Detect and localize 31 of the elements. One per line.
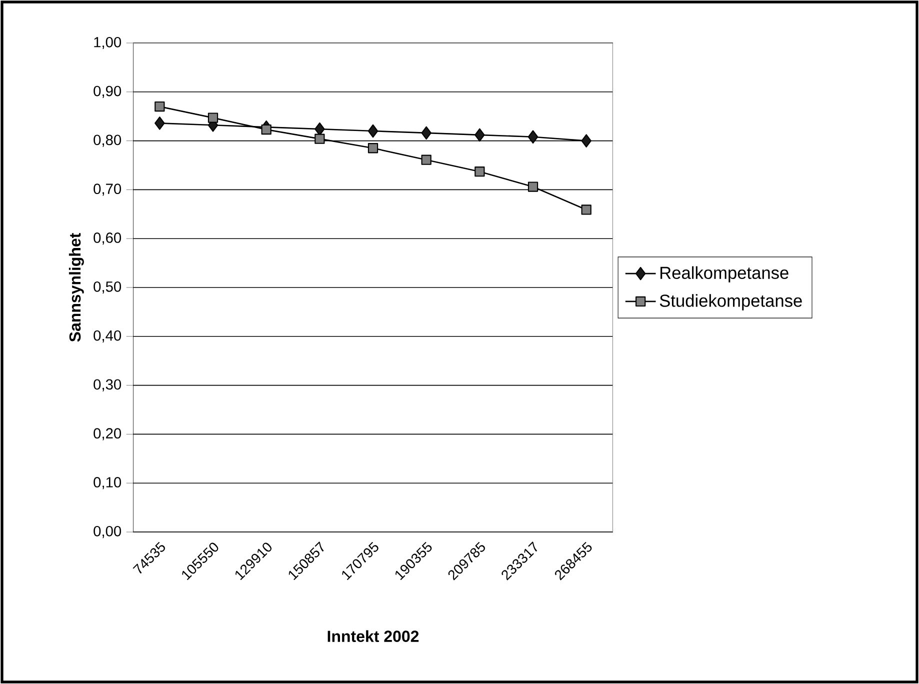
- y-tick-label: 0,40: [94, 330, 122, 342]
- y-tick-label: 0,90: [94, 86, 122, 98]
- point: [208, 112, 218, 123]
- x-axis-title: Inntekt 2002: [328, 630, 419, 642]
- point: [421, 154, 432, 165]
- y-tick-label: 1,00: [94, 36, 122, 50]
- point: [581, 134, 592, 148]
- y-tick-label: 0,50: [94, 281, 122, 294]
- point: [261, 124, 272, 135]
- y-axis-title: Sannsynlighet: [68, 233, 84, 342]
- point: [314, 134, 325, 144]
- point: [421, 126, 432, 140]
- y-tick-label: 0,80: [94, 134, 122, 147]
- point: [474, 128, 485, 142]
- y-tick-label: 0,00: [94, 526, 122, 538]
- y-tick-label: 0,60: [94, 232, 122, 245]
- point: [528, 182, 538, 192]
- point: [581, 204, 592, 215]
- point: [368, 143, 378, 154]
- y-tick-label: 0,30: [94, 379, 122, 392]
- y-tick-label: 0,10: [94, 477, 122, 490]
- legend-label: Realkompetanse: [660, 266, 788, 282]
- point: [314, 122, 325, 136]
- point: [528, 130, 538, 144]
- legend-label: Studiekompetanse: [660, 294, 802, 310]
- point: [368, 124, 378, 138]
- y-tick-label: 0,70: [94, 184, 122, 196]
- point: [154, 116, 165, 130]
- y-tick-label: 0,20: [94, 428, 122, 440]
- point: [154, 101, 165, 112]
- point: [474, 166, 485, 177]
